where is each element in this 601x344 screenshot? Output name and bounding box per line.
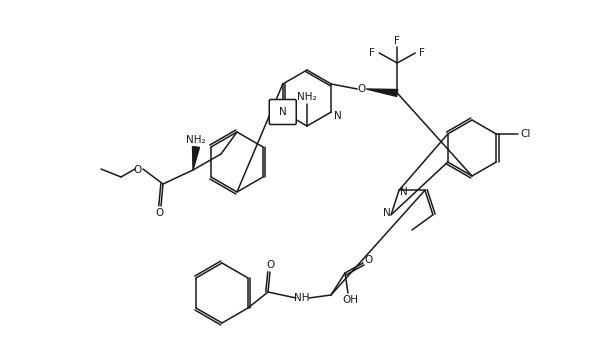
Text: O: O [156,208,164,218]
Text: F: F [394,36,400,46]
Text: NH₂: NH₂ [186,135,206,145]
Text: F: F [369,48,375,58]
Text: O: O [365,255,373,265]
Text: F: F [419,48,425,58]
Text: N: N [383,208,391,218]
Text: O: O [134,165,142,175]
Text: O: O [357,84,365,94]
Text: N: N [279,107,287,117]
Text: N: N [400,187,408,197]
FancyBboxPatch shape [269,99,296,125]
Text: N: N [334,111,342,121]
Text: OH: OH [342,295,358,305]
Text: NH: NH [294,293,310,303]
Text: O: O [267,260,275,270]
Text: Cl: Cl [520,129,531,139]
Text: NH₂: NH₂ [297,92,317,102]
Polygon shape [192,147,200,170]
Polygon shape [366,89,398,96]
